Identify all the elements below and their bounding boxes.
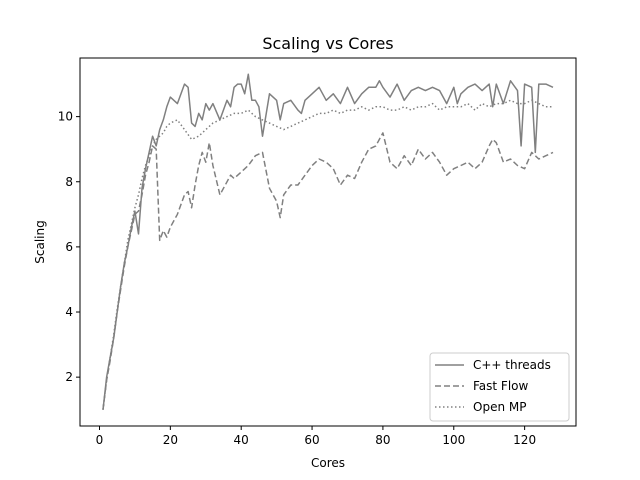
- x-tick-label: 0: [96, 433, 104, 447]
- legend-label-3: Open MP: [473, 400, 526, 414]
- y-tick-label: 2: [65, 370, 73, 384]
- x-tick-label: 100: [442, 433, 465, 447]
- x-axis: 0 20 40 60 80 100 120: [96, 426, 536, 447]
- y-axis-label: Scaling: [33, 220, 47, 263]
- y-tick-label: 8: [65, 175, 73, 189]
- x-tick-label: 40: [234, 433, 249, 447]
- chart-title: Scaling vs Cores: [262, 34, 393, 53]
- legend-label-2: Fast Flow: [473, 379, 529, 393]
- x-tick-label: 20: [163, 433, 178, 447]
- plot-area: [102, 73, 554, 410]
- legend: C++ threads Fast Flow Open MP: [429, 352, 570, 422]
- y-tick-label: 4: [65, 305, 73, 319]
- axes-frame: [79, 57, 577, 427]
- y-tick-label: 10: [58, 110, 73, 124]
- y-tick-label: 6: [65, 240, 73, 254]
- x-tick-label: 60: [304, 433, 319, 447]
- series-line-2: [102, 132, 554, 410]
- series-line-1: [102, 73, 554, 410]
- legend-label-1: C++ threads: [473, 358, 551, 372]
- x-tick-label: 120: [513, 433, 536, 447]
- x-tick-label: 80: [375, 433, 390, 447]
- y-axis: 2 4 6 8 10: [58, 110, 80, 384]
- legend-box: [429, 352, 570, 422]
- x-axis-label: Cores: [311, 456, 345, 470]
